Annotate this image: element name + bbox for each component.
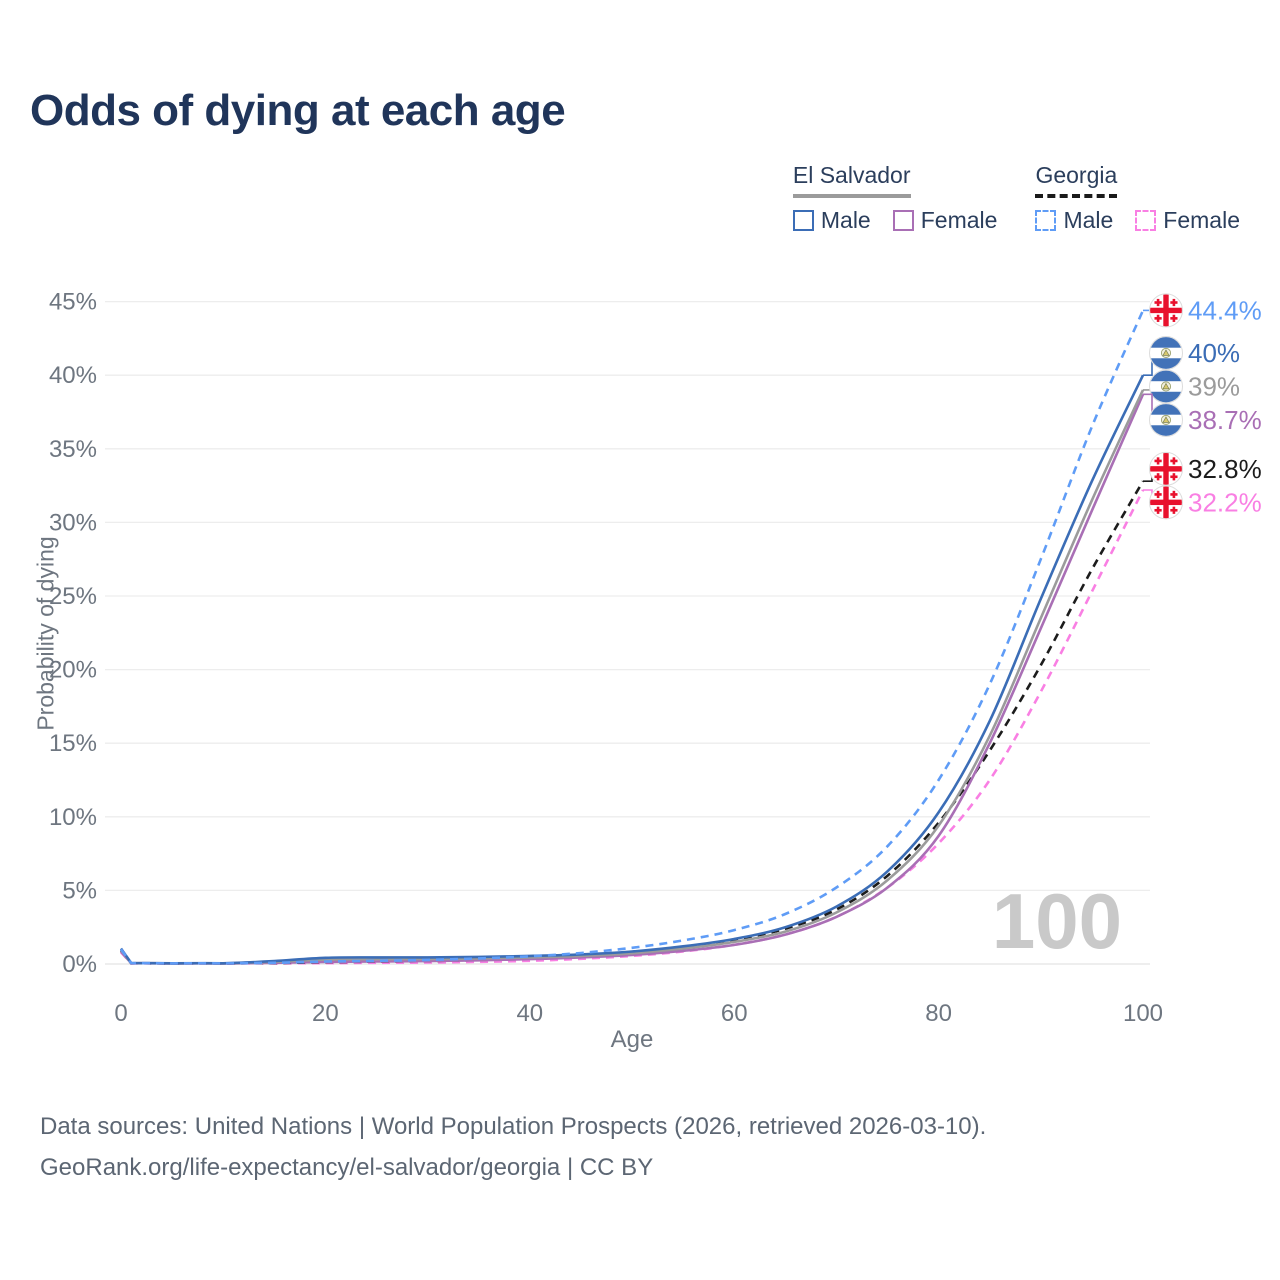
y-tick-label: 20% [49,657,97,684]
x-tick-label: 60 [721,1000,748,1027]
end-label-el-salvador-female: 38.7% [1188,405,1262,435]
legend-country-label: Georgia [1035,162,1118,198]
data-sources-line: Data sources: United Nations | World Pop… [40,1113,987,1140]
el-salvador-flag-icon [1149,402,1183,437]
page-title: Odds of dying at each age [30,86,566,135]
end-label-el-salvador-male: 40% [1188,338,1240,368]
series-line-georgia-female [120,489,1145,965]
x-tick-label: 40 [516,1000,543,1027]
y-tick-label: 10% [49,804,97,831]
georgia-flag-icon [1149,293,1183,328]
el-salvador-female-swatch-icon [892,210,914,231]
end-label-georgia-both-sexes: 32.8% [1188,454,1262,484]
y-tick-label: 45% [49,289,97,316]
el-salvador-flag-icon [1149,335,1183,370]
el-salvador-flag-icon [1149,369,1183,404]
georgia-female-swatch-icon [1135,210,1157,231]
series-line-georgia-male [119,309,1145,965]
y-tick-label: 30% [49,509,97,536]
legend-item-label: Female [920,207,998,233]
x-tick-label: 100 [1123,1000,1163,1027]
legend-item-label: Female [1163,207,1240,233]
legend-group-el-salvador: El Salvador Male Female [792,162,998,234]
y-tick-label: 5% [62,877,97,904]
y-tick-label: 25% [49,583,97,610]
x-axis-label: Age [610,1026,654,1053]
mortality-line-chart: 0% 5% 10% 15% 20% 25% 30% 35% 40% 45% 0 20 40 60 80 100… [49,289,1262,1027]
legend-items: Male Female [792,207,998,234]
legend-item-label: Male [1063,207,1114,233]
el-salvador-male-swatch-icon [792,210,814,231]
legend-items: Male Female [1035,207,1240,234]
x-tick-label: 80 [925,1000,952,1027]
georgia-flag-icon [1149,485,1183,520]
end-label-georgia-male: 44.4% [1188,295,1262,325]
end-label-georgia-female: 32.2% [1188,487,1262,517]
y-tick-label: 15% [49,730,97,757]
legend-country-label: El Salvador [792,162,911,198]
series-line-el-salvador-female [120,393,1145,965]
y-tick-label: 40% [49,362,97,389]
legend-item-georgia-male: Male [1035,207,1113,234]
end-label-el-salvador-both-sexes: 39% [1188,372,1240,402]
series-line-el-salvador-male [119,374,1145,965]
footer: Data sources: United Nations | World Pop… [40,1106,1200,1188]
x-tick-label: 0 [114,1000,127,1027]
series-line-georgia-both-sexes [119,480,1145,965]
age-watermark: 100 [992,877,1122,965]
series-line-el-salvador-both-sexes [119,389,1145,965]
attribution-line: GeoRank.org/life-expectancy/el-salvador/… [40,1154,654,1181]
y-axis-label: Probability of dying [32,536,59,731]
legend-group-georgia: Georgia Male Female [1035,162,1240,234]
legend-item-georgia-female: Female [1135,207,1240,234]
legend-item-label: Male [820,207,871,233]
legend-item-el-salvador-female: Female [892,207,998,234]
legend: El Salvador Male Female Georgia Male [792,162,1240,234]
legend-item-el-salvador-male: Male [792,207,871,234]
georgia-flag-icon [1149,451,1183,486]
x-tick-label: 20 [312,1000,339,1027]
y-tick-label: 0% [62,951,97,978]
y-tick-label: 35% [49,436,97,463]
georgia-male-swatch-icon [1035,210,1057,231]
